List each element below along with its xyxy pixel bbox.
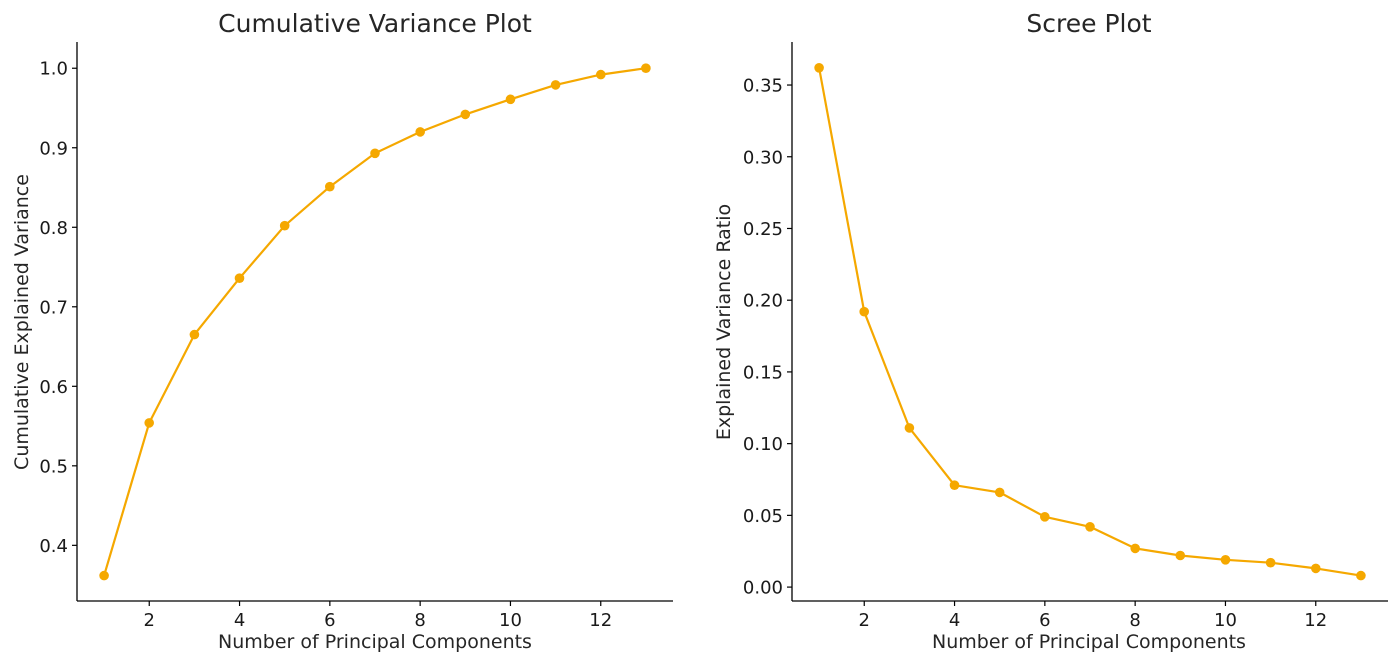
y-tick-label: 0.6 xyxy=(39,377,68,398)
data-point xyxy=(279,220,290,231)
y-ticks: 0.00 0.05 0.10 0.15 0.20 0.25 0.30 0.35 xyxy=(743,76,792,599)
data-point xyxy=(994,487,1005,498)
x-tick-label: 4 xyxy=(234,610,245,631)
x-tick-label: 2 xyxy=(859,610,870,631)
x-tick-label: 12 xyxy=(1304,610,1327,631)
explained-variance-line xyxy=(818,67,1362,577)
x-ticks: 2 4 6 8 10 12 xyxy=(144,601,612,631)
y-tick-label: 0.25 xyxy=(743,219,783,240)
data-point xyxy=(641,63,651,73)
cumulative-variance-points xyxy=(99,63,651,581)
data-point xyxy=(415,127,426,137)
data-point xyxy=(1040,512,1050,522)
data-point xyxy=(1130,543,1140,554)
data-point xyxy=(99,570,109,581)
y-axis-label: Cumulative Explained Variance xyxy=(11,174,33,470)
data-point xyxy=(1175,550,1186,561)
y-tick-label: 1.0 xyxy=(39,59,68,80)
y-tick-label: 0.9 xyxy=(39,138,68,159)
y-tick-label: 0.8 xyxy=(39,218,68,239)
data-point xyxy=(1265,557,1276,568)
x-tick-label: 4 xyxy=(949,610,960,631)
data-point xyxy=(460,109,471,120)
data-point xyxy=(325,181,335,192)
data-point xyxy=(550,80,561,90)
x-axis-label: Number of Principal Components xyxy=(218,631,532,653)
y-tick-label: 0.15 xyxy=(743,362,783,383)
chart-title: Scree Plot xyxy=(1026,9,1151,38)
data-point xyxy=(904,423,915,433)
y-ticks: 0.4 0.5 0.6 0.7 0.8 0.9 1.0 xyxy=(39,59,77,557)
x-tick-label: 2 xyxy=(144,610,155,631)
data-point xyxy=(505,94,516,105)
data-point xyxy=(234,273,245,284)
chart-title: Cumulative Variance Plot xyxy=(218,9,532,38)
data-point xyxy=(859,306,869,317)
x-tick-label: 6 xyxy=(324,610,335,631)
x-tick-label: 12 xyxy=(589,610,612,631)
x-tick-label: 8 xyxy=(414,610,425,631)
data-point xyxy=(814,63,824,73)
y-tick-label: 0.10 xyxy=(743,434,783,455)
data-point xyxy=(370,148,380,159)
data-point xyxy=(1311,563,1321,574)
x-tick-label: 10 xyxy=(1214,610,1237,631)
cumulative-variance-chart: Cumulative Variance Plot Number of Princ… xyxy=(11,9,673,653)
y-axis-label: Explained Variance Ratio xyxy=(713,204,735,440)
y-tick-label: 0.35 xyxy=(743,76,783,97)
y-tick-label: 0.4 xyxy=(39,536,68,557)
y-tick-label: 0.20 xyxy=(743,291,783,312)
data-point xyxy=(596,69,606,80)
x-tick-label: 10 xyxy=(499,610,522,631)
y-tick-label: 0.5 xyxy=(39,456,68,477)
data-point xyxy=(189,329,200,340)
scree-chart: Scree Plot Number of Principal Component… xyxy=(713,9,1388,653)
cumulative-variance-line xyxy=(103,67,647,576)
x-tick-label: 6 xyxy=(1039,610,1050,631)
y-tick-label: 0.05 xyxy=(743,506,783,527)
data-point xyxy=(1220,555,1231,565)
y-tick-label: 0.30 xyxy=(743,147,783,168)
x-ticks: 2 4 6 8 10 12 xyxy=(859,601,1327,631)
x-axis-label: Number of Principal Components xyxy=(932,631,1246,653)
data-point xyxy=(1085,522,1095,532)
data-point xyxy=(949,480,960,491)
y-tick-label: 0.00 xyxy=(743,578,783,599)
x-tick-label: 8 xyxy=(1129,610,1140,631)
data-point xyxy=(1356,570,1366,581)
explained-variance-points xyxy=(814,63,1366,581)
y-tick-label: 0.7 xyxy=(39,297,68,318)
data-point xyxy=(144,418,154,428)
